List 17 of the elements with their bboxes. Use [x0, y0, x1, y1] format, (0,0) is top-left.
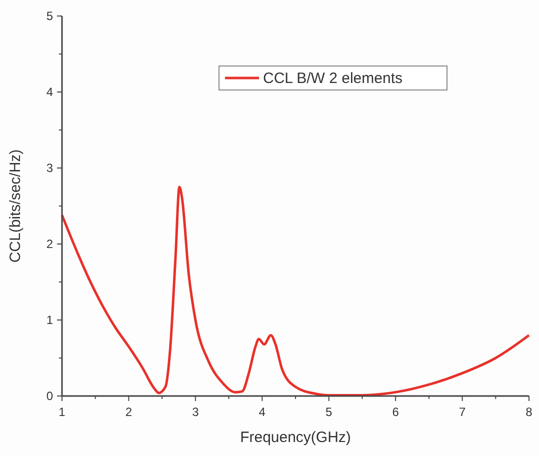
x-tick-label: 2 — [125, 405, 132, 419]
x-tick-label: 7 — [458, 405, 466, 419]
x-tick-label: 8 — [526, 405, 533, 419]
x-tick-label: 1 — [58, 405, 66, 419]
y-tick-label: 0 — [46, 389, 54, 403]
x-tick-label: 5 — [326, 405, 333, 419]
x-tick-label: 4 — [258, 405, 266, 419]
x-tick-label: 3 — [192, 405, 200, 419]
legend-label: CCL B/W 2 elements — [263, 70, 402, 87]
y-tick-label: 4 — [46, 85, 54, 99]
y-tick-label: 1 — [46, 313, 54, 327]
y-axis-title: CCL(bits/sec/Hz) — [7, 149, 24, 263]
y-tick-label: 3 — [46, 161, 54, 175]
y-tick-label: 5 — [46, 9, 54, 23]
x-tick-label: 6 — [392, 405, 400, 419]
y-tick-label: 2 — [46, 237, 54, 251]
x-axis-title: Frequency(GHz) — [240, 429, 351, 446]
